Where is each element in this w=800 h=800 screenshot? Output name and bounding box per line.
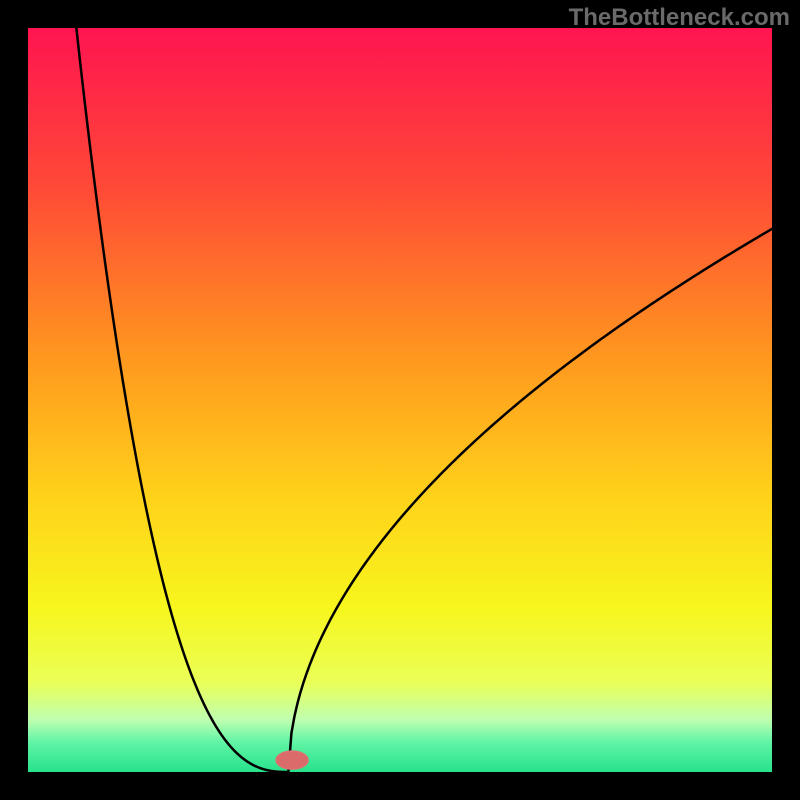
bottleneck-chart [0, 0, 800, 800]
optimum-marker [276, 751, 308, 769]
plot-background [28, 28, 772, 772]
chart-frame: TheBottleneck.com [0, 0, 800, 800]
chart-canvas-wrap [0, 0, 800, 800]
